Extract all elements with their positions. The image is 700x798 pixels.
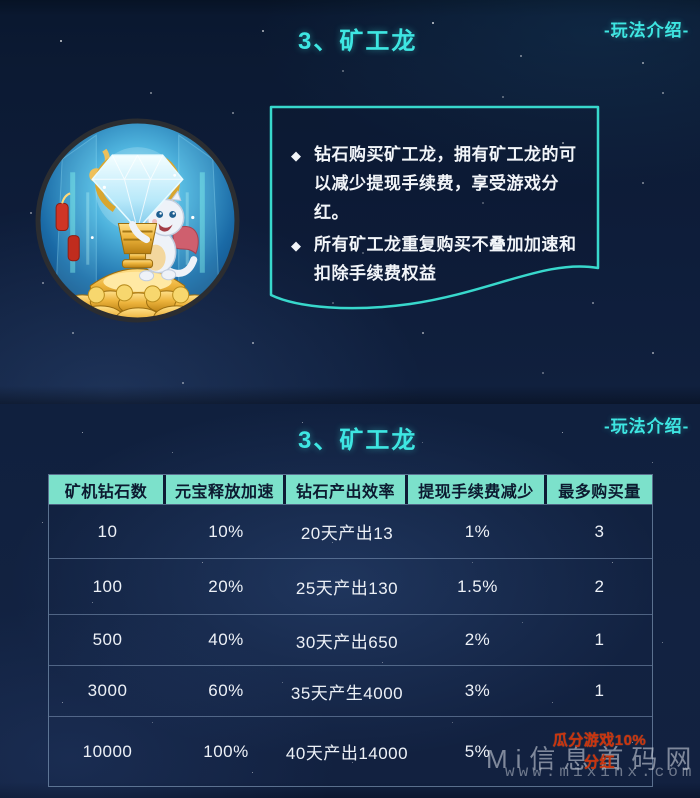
info-box-border — [269, 105, 600, 310]
column-header: 元宝释放加速 — [166, 475, 286, 504]
dragon-tier-table: 矿机钻石数 元宝释放加速 钻石产出效率 提现手续费减少 最多购买量 10 10%… — [48, 474, 653, 787]
cell: 3 — [594, 521, 605, 541]
starfield-bottom — [0, 0, 1, 1]
page-title: 3、矿工龙 — [298, 427, 418, 454]
cell: 10 — [97, 521, 118, 541]
table-header-row: 矿机钻石数 元宝释放加速 钻石产出效率 提现手续费减少 最多购买量 — [49, 475, 652, 504]
watermark-site-name: Mi信息首码网 — [486, 744, 700, 774]
list-item: ◆ 所有矿工龙重复购买不叠加加速和扣除手续费权益 — [291, 230, 583, 288]
cell: 5% — [464, 741, 491, 761]
section-seam — [0, 386, 700, 404]
cell: 30天产出650 — [295, 632, 399, 652]
table-row: 100 20% 25天产出130 1.5% 2 — [49, 558, 652, 614]
cell: 10% — [208, 521, 244, 541]
cell: 1.5% — [457, 576, 498, 596]
column-header: 矿机钻石数 — [49, 475, 166, 504]
table-row: 10 10% 20天产出13 1% 3 — [49, 504, 652, 558]
cell: 20% — [208, 576, 244, 596]
bullet-text: 钻石购买矿工龙，拥有矿工龙的可以减少提现手续费，享受游戏分红。 — [314, 145, 577, 222]
corner-label: -玩法介绍- — [604, 21, 690, 40]
table-row: 500 40% 30天产出650 2% 1 — [49, 614, 652, 665]
miner-dragon-icon — [35, 118, 240, 323]
bullet-text: 所有矿工龙重复购买不叠加加速和扣除手续费权益 — [314, 235, 577, 283]
cell: 2 — [594, 576, 605, 596]
cell: 1 — [594, 630, 605, 649]
bonus-note-cell: 瓜分游戏10% 分红 — [547, 717, 652, 786]
column-header: 钻石产出效率 — [286, 475, 408, 504]
bonus-note-line2: 分红 — [583, 754, 615, 771]
cell: 1 — [594, 681, 605, 700]
cell: 3% — [464, 681, 491, 700]
cell: 10000 — [82, 741, 133, 761]
cell: 40天产出14000 — [285, 744, 409, 763]
diamond-bullet-icon: ◆ — [291, 148, 302, 163]
cell: 2% — [464, 630, 491, 649]
cell: 1% — [464, 521, 491, 541]
page-title: 3、矿工龙 — [298, 28, 418, 55]
list-item: ◆ 钻石购买矿工龙，拥有矿工龙的可以减少提现手续费，享受游戏分红。 — [291, 140, 583, 227]
cell: 25天产出130 — [295, 579, 399, 598]
table-row: 3000 60% 35天产生4000 3% 1 — [49, 665, 652, 716]
cell: 20天产出13 — [300, 524, 394, 543]
corner-label: -玩法介绍- — [604, 417, 690, 436]
cell: 100% — [203, 741, 249, 761]
diamond-bullet-icon: ◆ — [291, 238, 302, 253]
column-header: 提现手续费减少 — [408, 475, 547, 504]
table-row: 10000 100% 40天产出14000 5% 瓜分游戏10% 分红 — [49, 716, 652, 786]
cell: 500 — [92, 630, 123, 649]
info-bullet-list: ◆ 钻石购买矿工龙，拥有矿工龙的可以减少提现手续费，享受游戏分红。 ◆ 所有矿工… — [291, 140, 583, 291]
column-header: 最多购买量 — [547, 475, 652, 504]
bottom-section — [0, 404, 700, 798]
cell: 60% — [208, 681, 244, 700]
cell: 3000 — [87, 681, 128, 700]
cell: 100 — [92, 576, 123, 596]
watermark-site-url: www.mixinx.com — [505, 763, 696, 781]
cell: 40% — [208, 630, 244, 649]
cell: 35天产生4000 — [290, 683, 404, 703]
bonus-note-line1: 瓜分游戏10% — [552, 732, 647, 749]
